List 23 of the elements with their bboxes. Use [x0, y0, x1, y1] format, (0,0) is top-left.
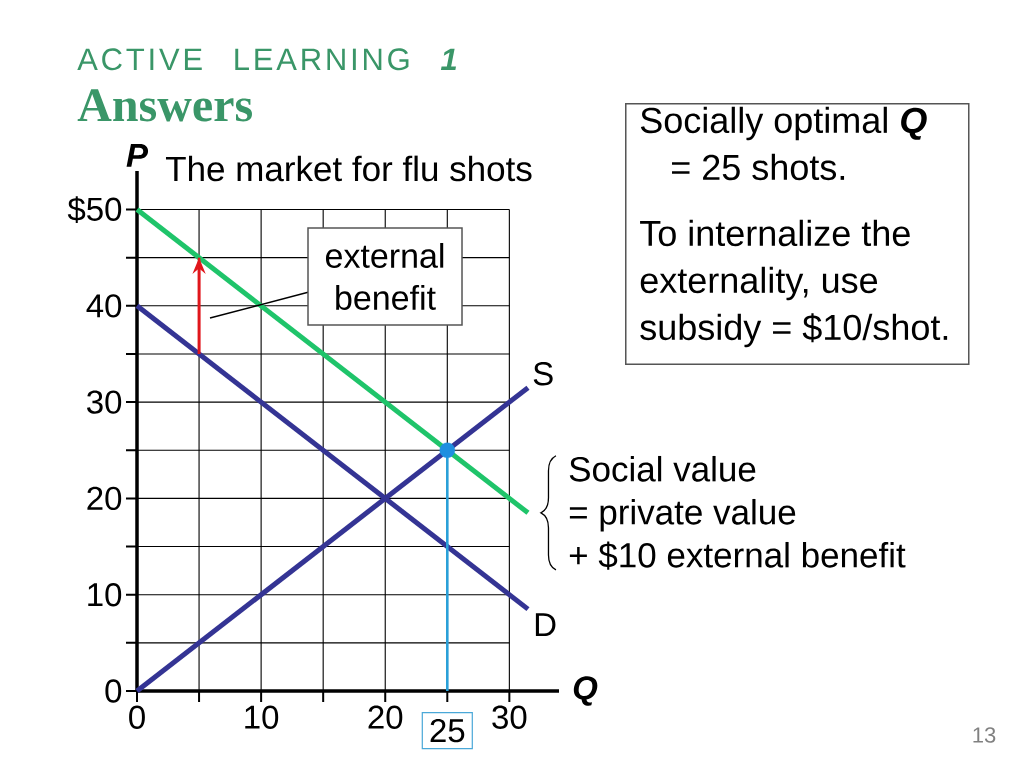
y-tick-label: $50 [67, 196, 122, 223]
x-tick-label: 30 [492, 705, 527, 729]
x-tick-label: 10 [245, 705, 279, 729]
y-tick-label: 10 [88, 583, 122, 607]
chart-title: ACTIVE LEARNING 1 [77, 48, 456, 71]
x-tick-label: 0 [129, 705, 145, 729]
series-label: D [535, 613, 556, 637]
text: 13 [973, 727, 996, 743]
series-label: Social value = private value + $10 external benefit [569, 455, 906, 570]
y-tick-label: 40 [86, 294, 122, 318]
annotation: external benefit [325, 243, 444, 310]
chart-subtitle: Answers [77, 89, 252, 122]
y-axis-title: P [126, 144, 149, 167]
y-tick-label: 0 [105, 679, 122, 703]
text: To internalize the externality, use subsidy = $10/shot. [640, 219, 948, 348]
annotation: 25 [430, 718, 465, 743]
y-tick-label: 30 [87, 390, 122, 414]
x-tick-label: 20 [368, 705, 403, 729]
series-label: S [533, 362, 553, 386]
text: Socially optimal Q = 25 shots. [640, 106, 927, 181]
annotation: The market for flu shots [165, 155, 532, 182]
x-axis-title: Q [573, 676, 598, 706]
y-tick-label: 20 [87, 486, 122, 511]
